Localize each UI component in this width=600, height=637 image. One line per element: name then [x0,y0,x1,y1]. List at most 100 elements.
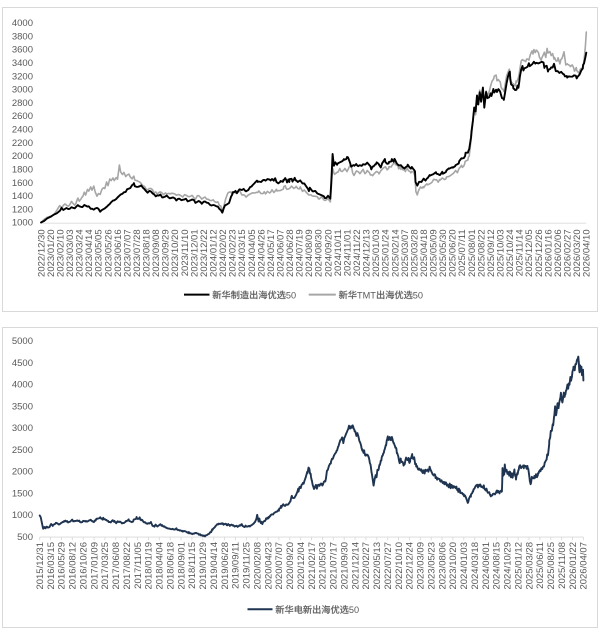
svg-text:2200: 2200 [12,138,33,149]
svg-text:1800: 1800 [12,164,33,175]
svg-text:2600: 2600 [12,111,33,122]
svg-text:2023/05/05: 2023/05/05 [94,229,105,277]
svg-text:2025/03/28: 2025/03/28 [409,229,420,277]
svg-text:3000: 3000 [12,423,33,434]
svg-text:2025/01/12: 2025/01/12 [514,542,525,590]
svg-text:2024/10/11: 2024/10/11 [333,229,344,276]
svg-text:4500: 4500 [12,358,33,369]
svg-text:2023/12/01: 2023/12/01 [189,229,200,277]
svg-text:50: 50 [413,290,423,300]
svg-text:2022/05/13: 2022/05/13 [372,542,383,590]
svg-text:2024/02/02: 2024/02/02 [218,229,229,277]
svg-text:2026/02/27: 2026/02/27 [563,229,574,277]
svg-text:2019/06/28: 2019/06/28 [220,542,231,590]
svg-text:2020/04/23: 2020/04/23 [263,542,274,590]
svg-text:2024/04/05: 2024/04/05 [247,229,258,277]
svg-text:5000: 5000 [12,336,33,347]
svg-text:2016/08/12: 2016/08/12 [68,542,79,590]
svg-text:2024/11/22: 2024/11/22 [352,229,363,276]
svg-text:2016/10/26: 2016/10/26 [79,542,90,590]
svg-text:TMT: TMT [357,290,376,300]
svg-text:2024/06/07: 2024/06/07 [276,229,287,277]
svg-text:2025/05/30: 2025/05/30 [438,229,449,277]
svg-text:2024/02/23: 2024/02/23 [228,229,239,277]
svg-text:2022/07/27: 2022/07/27 [383,542,394,590]
svg-text:2018/06/18: 2018/06/18 [166,542,177,590]
svg-text:2022/10/10: 2022/10/10 [394,542,405,590]
svg-text:2024/10/29: 2024/10/29 [503,542,514,590]
svg-text:2024/07/19: 2024/07/19 [295,229,306,277]
svg-text:2023/08/06: 2023/08/06 [437,542,448,590]
svg-text:2021/09/30: 2021/09/30 [340,542,351,590]
svg-text:2025/01/24: 2025/01/24 [381,229,392,277]
svg-text:2025/11/14: 2025/11/14 [515,229,526,276]
svg-text:2025/03/28: 2025/03/28 [524,542,535,590]
svg-text:2019/04/14: 2019/04/14 [209,542,220,590]
svg-text:1600: 1600 [12,178,33,189]
svg-text:2024/12/13: 2024/12/13 [362,229,373,277]
svg-text:1200: 1200 [12,204,33,215]
svg-text:3800: 3800 [12,31,33,42]
svg-text:2025/05/09: 2025/05/09 [429,229,440,277]
svg-text:1000: 1000 [12,218,33,229]
svg-text:2025/12/05: 2025/12/05 [524,229,535,277]
svg-text:3500: 3500 [12,402,33,413]
svg-text:2025/10/24: 2025/10/24 [505,229,516,277]
svg-text:4000: 4000 [12,380,33,391]
svg-text:2000: 2000 [12,467,33,478]
svg-text:50: 50 [286,290,296,300]
svg-text:2024/08/30: 2024/08/30 [314,229,325,277]
svg-text:2025/03/07: 2025/03/07 [400,229,411,277]
svg-text:2021/05/03: 2021/05/03 [318,542,329,590]
svg-text:2023/02/10: 2023/02/10 [55,229,66,277]
svg-text:3400: 3400 [12,58,33,69]
svg-text:2023/11/10: 2023/11/10 [180,229,191,276]
svg-text:2021/02/17: 2021/02/17 [307,542,318,590]
svg-text:2017/08/22: 2017/08/22 [122,542,133,590]
svg-text:2025/08/01: 2025/08/01 [467,229,478,277]
svg-text:2023/10/20: 2023/10/20 [448,542,459,590]
svg-text:2023/04/14: 2023/04/14 [84,229,95,277]
svg-text:2023/03/03: 2023/03/03 [65,229,76,277]
svg-text:2026/01/16: 2026/01/16 [543,229,554,277]
svg-text:1500: 1500 [12,489,33,500]
svg-text:2021/07/17: 2021/07/17 [329,542,340,590]
svg-text:2024/04/26: 2024/04/26 [256,229,267,277]
svg-text:3000: 3000 [12,85,33,96]
svg-text:2018/01/19: 2018/01/19 [144,542,155,590]
svg-text:2015/12/31: 2015/12/31 [35,542,46,590]
svg-text:2025/08/22: 2025/08/22 [476,229,487,277]
svg-text:2018/11/15: 2018/11/15 [187,542,198,589]
svg-text:2023/06/16: 2023/06/16 [113,229,124,277]
svg-text:2023/08/18: 2023/08/18 [142,229,153,277]
svg-text:2024/06/28: 2024/06/28 [285,229,296,277]
svg-text:500: 500 [17,532,33,543]
svg-text:2019/11/25: 2019/11/25 [242,542,253,589]
svg-text:2500: 2500 [12,445,33,456]
svg-text:2022/12/24: 2022/12/24 [405,542,416,590]
svg-text:2000: 2000 [12,151,33,162]
svg-text:2024/08/09: 2024/08/09 [304,229,315,277]
svg-text:2017/11/05: 2017/11/05 [133,542,144,589]
svg-text:3600: 3600 [12,45,33,56]
svg-text:2019/01/29: 2019/01/29 [198,542,209,590]
svg-text:50: 50 [349,605,359,615]
svg-text:2026/01/22: 2026/01/22 [568,542,579,590]
svg-text:2017/01/09: 2017/01/09 [89,542,100,590]
svg-text:2020/02/08: 2020/02/08 [253,542,264,590]
svg-text:2025/01/03: 2025/01/03 [371,229,382,277]
svg-text:2026/04/10: 2026/04/10 [582,229,593,277]
svg-text:2025/08/25: 2025/08/25 [546,542,557,590]
svg-text:2024/03/18: 2024/03/18 [470,542,481,590]
svg-text:2024/09/20: 2024/09/20 [323,229,334,277]
svg-text:2023/07/07: 2023/07/07 [122,229,133,277]
svg-text:2017/03/25: 2017/03/25 [100,542,111,590]
svg-text:2025/11/08: 2025/11/08 [557,542,568,589]
svg-text:2025/10/03: 2025/10/03 [496,229,507,277]
svg-text:2018/04/04: 2018/04/04 [155,542,166,590]
svg-text:2025/06/20: 2025/06/20 [448,229,459,277]
svg-text:4000: 4000 [12,18,33,29]
svg-text:2019/09/11: 2019/09/11 [231,542,242,589]
svg-text:2025/04/18: 2025/04/18 [419,229,430,277]
svg-text:2023/09/08: 2023/09/08 [151,229,162,277]
